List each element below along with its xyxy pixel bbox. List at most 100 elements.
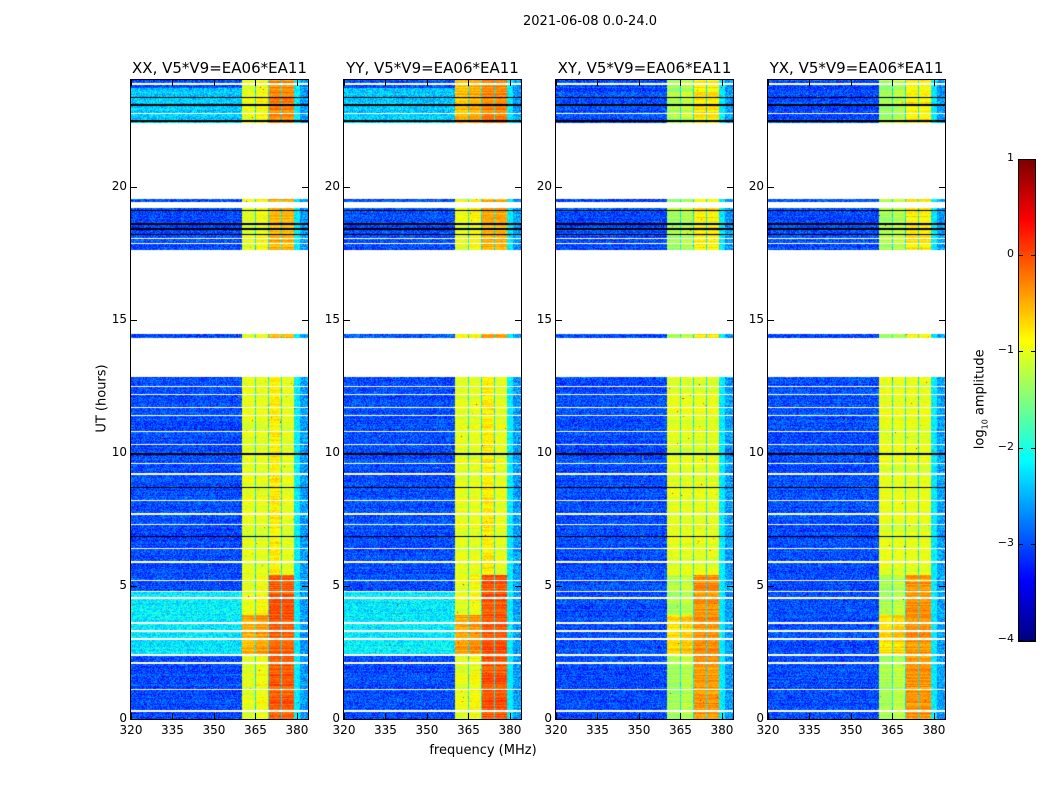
y-tick-mark [768, 319, 774, 321]
y-tick-mark [344, 452, 350, 454]
x-tick-mark [721, 713, 723, 719]
x-tick-label: 335 [161, 723, 184, 737]
colorbar-tick-mark-right [1031, 447, 1035, 449]
x-tick-label: 380 [922, 723, 946, 737]
x-tick-mark-top [468, 80, 470, 86]
y-tick-label: 0 [544, 711, 552, 725]
colorbar-tick-mark [1019, 543, 1023, 545]
x-tick-mark-top [344, 80, 345, 86]
x-tick-label: 335 [374, 723, 397, 737]
x-tick-mark [213, 713, 215, 719]
figure-suptitle: 2021-06-08 0.0-24.0 [523, 14, 657, 29]
y-tick-mark [131, 585, 137, 587]
x-tick-mark-top [597, 80, 599, 86]
x-tick-label: 365 [669, 723, 692, 737]
y-tick-mark [556, 719, 562, 720]
x-tick-mark [468, 713, 470, 719]
y-tick-label: 10 [324, 444, 340, 459]
x-tick-label: 365 [881, 723, 904, 737]
y-tick-label: 20 [748, 178, 764, 193]
colorbar-tick-mark-right [1031, 543, 1035, 545]
x-tick-mark [556, 713, 557, 719]
heatmap-panel-yx [767, 79, 946, 720]
colorbar-label: log10 amplitude [973, 339, 990, 459]
x-tick-mark-top [509, 80, 511, 86]
y-tick-mark [768, 585, 774, 587]
colorbar-tick-mark [1019, 640, 1023, 641]
y-tick-label: 15 [748, 311, 764, 326]
x-tick-mark-top [172, 80, 174, 86]
x-tick-mark-top [385, 80, 387, 86]
y-tick-mark-right [302, 319, 308, 321]
colorbar-tick-mark [1019, 447, 1023, 449]
heatmap-image [556, 80, 733, 719]
y-tick-mark [344, 585, 350, 587]
y-tick-mark-right [727, 186, 733, 188]
colorbar-tick-mark [1019, 255, 1023, 257]
x-tick-mark [680, 713, 682, 719]
x-tick-mark-top [680, 80, 682, 86]
x-tick-label: 380 [710, 723, 734, 737]
colorbar-tick-label: −4 [997, 632, 1014, 645]
y-tick-mark-right [727, 719, 733, 720]
x-tick-label: 350 [415, 723, 439, 737]
y-tick-mark-right [302, 719, 308, 720]
x-tick-label: 335 [586, 723, 609, 737]
y-tick-mark-right [939, 186, 945, 188]
y-tick-mark-right [727, 585, 733, 587]
x-tick-mark-top [556, 80, 557, 86]
y-tick-mark-right [939, 452, 945, 454]
colorbar-tick-mark-right [1031, 159, 1035, 160]
y-tick-mark-right [302, 452, 308, 454]
y-tick-mark [768, 719, 774, 720]
heatmap-panel-xy [555, 79, 734, 720]
x-tick-mark-top [213, 80, 215, 86]
panel-title: YY, V5*V9=EA06*EA11 [346, 59, 519, 77]
colorbar-tick-label: 1 [1007, 151, 1014, 164]
x-tick-mark [426, 713, 428, 719]
y-tick-label: 10 [748, 444, 764, 459]
x-tick-mark-top [892, 80, 894, 86]
colorbar-label-rest: amplitude [972, 349, 988, 420]
x-tick-mark [638, 713, 640, 719]
y-tick-mark [131, 186, 137, 188]
colorbar-tick-mark-right [1031, 255, 1035, 257]
y-tick-mark-right [939, 719, 945, 720]
y-tick-mark [344, 319, 350, 321]
colorbar-tick-label: −3 [997, 535, 1014, 549]
y-tick-mark-right [515, 186, 521, 188]
heatmap-panel-xx [130, 79, 309, 720]
x-tick-mark-top [426, 80, 428, 86]
y-tick-label: 0 [119, 711, 127, 725]
x-tick-label: 365 [457, 723, 480, 737]
y-tick-label: 20 [111, 178, 127, 193]
y-tick-label: 15 [324, 311, 340, 326]
x-tick-mark [768, 713, 769, 719]
y-tick-label: 0 [332, 711, 340, 725]
colorbar-tick-mark [1019, 351, 1023, 353]
x-tick-mark [597, 713, 599, 719]
x-tick-label: 335 [798, 723, 821, 737]
y-tick-mark [344, 186, 350, 188]
x-tick-mark-top [721, 80, 723, 86]
y-tick-label: 15 [536, 311, 552, 326]
panel-title: XX, V5*V9=EA06*EA11 [132, 59, 307, 77]
y-tick-label: 20 [324, 178, 340, 193]
x-tick-mark [296, 713, 298, 719]
heatmap-image [768, 80, 945, 719]
y-tick-mark [556, 452, 562, 454]
heatmap-image [131, 80, 308, 719]
x-tick-label: 380 [285, 723, 309, 737]
colorbar-label-log: log [972, 429, 988, 450]
panel-title: XY, V5*V9=EA06*EA11 [557, 59, 732, 77]
y-tick-mark-right [515, 319, 521, 321]
colorbar [1018, 159, 1036, 642]
heatmap-image [344, 80, 521, 719]
y-tick-label: 10 [111, 444, 127, 459]
x-tick-mark-top [809, 80, 811, 86]
x-tick-mark-top [768, 80, 769, 86]
x-tick-mark-top [131, 80, 132, 86]
y-tick-mark [131, 719, 137, 720]
y-tick-mark [131, 452, 137, 454]
colorbar-tick-mark-right [1031, 351, 1035, 353]
